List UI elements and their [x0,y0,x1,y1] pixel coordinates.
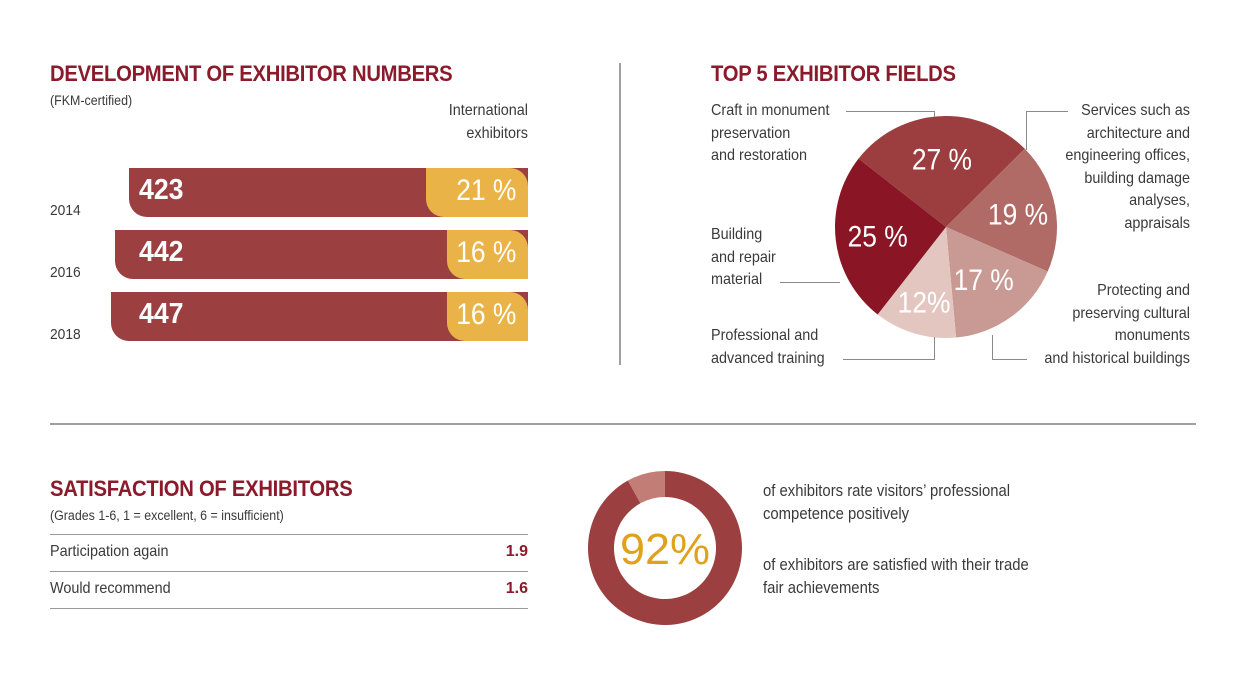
label-services-line: appraisals [1124,214,1190,232]
satisfaction-subtitle: (Grades 1-6, 1 = excellent, 6 = insuffic… [50,508,284,523]
year-label: 2018 [50,326,81,343]
table-row: Would recommend 1.6 [50,572,528,609]
label-building-line: Building [711,226,763,243]
statement-satisfied-achievements: of exhibitors are satisfied with their t… [763,554,1029,599]
bar-total-2014: 423 21 % [129,168,528,217]
pie-slice [946,148,1057,272]
leader-line-services [1026,111,1068,150]
row-value: 1.9 [505,543,528,560]
label-protecting-line: Protecting and [1097,282,1190,299]
leader-lines [780,111,1068,360]
bar-international-2014 [425,168,528,217]
bar-total-label: 423 [139,174,184,206]
statement-line: of exhibitors rate visitors’ professiona… [763,482,1011,500]
donut-chart: 92% [588,471,742,625]
leader-line-craft [846,111,935,117]
statement-line: competence positively [763,504,910,523]
label-craft-line: Craft in monument [711,102,830,119]
statement-professional-competence: of exhibitors rate visitors’ professiona… [763,480,1010,525]
label-training-line: advanced training [711,349,825,367]
label-services: Services such as architecture and engine… [992,100,1190,235]
horizontal-divider [50,423,1196,425]
label-services-line: Services such as [1081,102,1190,119]
label-training: Professional and advanced training [711,325,825,370]
bar-international-label: 16 % [455,298,516,331]
donut-segment-positive [588,471,742,625]
pie-slice-label: 19 % [988,197,1048,231]
row-value: 1.6 [505,580,528,597]
label-craft-line: and restoration [711,147,808,164]
pie-slice-label: 27 % [912,142,972,176]
label-training-line: Professional and [711,327,819,344]
leader-line-training [843,337,935,360]
bar-total-label: 447 [139,298,184,330]
statement-line: fair achievements [763,578,880,597]
label-craft: Craft in monument preservation and resto… [711,100,829,168]
label-protecting-line: and historical buildings [1044,349,1190,367]
bar-total-2016: 442 16 % [114,230,528,279]
bar-international-label: 16 % [455,236,516,269]
year-label: 2016 [50,264,81,281]
label-protecting: Protecting and preserving cultural monum… [974,280,1190,370]
international-header-line1: International [448,102,528,119]
international-header-line2: exhibitors [466,124,528,142]
row-label: Would recommend [50,580,171,597]
bar-international-2016 [447,230,528,279]
label-craft-line: preservation [711,124,791,142]
pie-slice [835,158,946,315]
table-row: Participation again 1.9 [50,535,528,572]
international-header: International exhibitors [402,100,528,145]
year-label: 2014 [50,202,81,219]
bar-international-label: 21 % [455,174,516,207]
pie-slice [858,116,1025,227]
bar-total-2018: 447 16 % [111,292,528,341]
pie-slice [946,227,1048,338]
donut-percentage-label: 92% [620,525,710,574]
label-services-line: building damage [1084,169,1190,187]
vertical-divider [619,63,621,365]
label-protecting-line: monuments [1114,327,1190,344]
label-protecting-line: preserving cultural [1072,304,1190,322]
pie-slice-label: 25 % [848,219,908,253]
bar-total-label: 442 [139,236,184,268]
exhibitor-numbers-title: DEVELOPMENT OF EXHIBITOR NUMBERS [50,61,453,86]
leader-line-protecting [992,335,1027,360]
pie-slice-label: 17 % [954,263,1014,297]
label-building-line: and repair [711,248,776,266]
statement-line: of exhibitors are satisfied with their t… [763,556,1029,574]
pie-slice [877,227,957,338]
donut-segment-rest [627,471,665,504]
label-building-line: material [711,271,763,288]
bar-international-2018 [446,292,528,341]
label-services-line: analyses, [1129,192,1190,209]
pie-slice-label: 12% [898,285,951,319]
top-fields-title: TOP 5 EXHIBITOR FIELDS [711,61,956,86]
satisfaction-title: SATISFACTION OF EXHIBITORS [50,476,353,501]
label-services-line: architecture and [1086,124,1190,142]
row-label: Participation again [50,543,169,560]
label-services-line: engineering offices, [1065,147,1190,164]
label-building: Building and repair material [711,224,776,292]
table-top-rule [50,534,528,535]
exhibitor-numbers-subtitle: (FKM-certified) [50,93,133,108]
pie-chart: 27 % 19 % 17 %12% 25 % [780,111,1068,360]
